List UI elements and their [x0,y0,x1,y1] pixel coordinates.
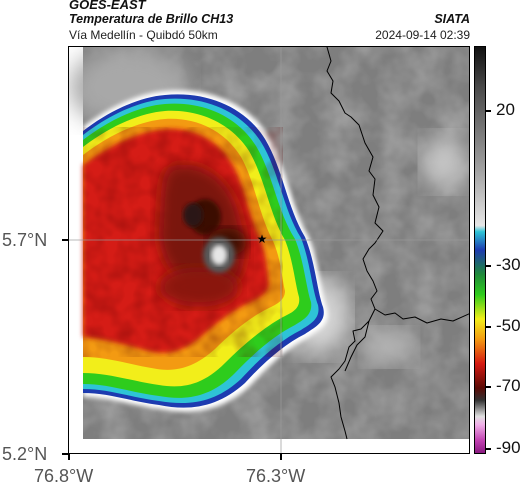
lat-tick-5-7 [62,239,68,241]
cbar-tick-minus70 [486,386,491,388]
cbar-tick-minus90 [486,448,491,450]
lon-tick-76-3 [280,454,282,460]
colorbar-label-minus30: -30 [496,255,521,274]
cbar-tick-minus50 [486,326,491,328]
colorbar-label-minus50: -50 [496,316,521,335]
cbar-tick-minus30 [486,265,491,267]
coldest-top-white [211,245,227,265]
lon-label-76-3: 76.3°W [246,466,306,486]
colorbar-gradient [475,47,485,453]
agency-label: SIATA [434,12,470,26]
boundary-line [374,308,469,324]
lat-label-5-7: 5.7°N [2,230,48,250]
colorbar-fill [475,47,485,453]
cloud-darkest-red [183,203,203,227]
product-title: Temperatura de Brillo CH13 [69,12,234,26]
light-cloud-patch [422,134,466,190]
timestamp-label: 2024-09-14 02:39 [375,28,470,42]
satellite-title: GOES-EAST [69,0,146,12]
map-plot-area[interactable]: ★ [68,46,470,454]
cbar-tick-20 [486,110,491,112]
boundary-line [326,47,384,440]
star-marker: ★ [257,232,268,246]
colorbar-label-minus70: -70 [496,376,521,395]
light-cloud-patch [363,329,415,365]
lon-label-76-8: 76.8°W [34,466,94,486]
colorbar-label-minus90: -90 [496,438,521,457]
lat-label-5-2: 5.2°N [2,444,48,464]
temperature-colorbar [474,46,486,454]
map-header: GOES-EAST Temperatura de Brillo CH13 Vía… [0,0,526,48]
cloud-dark-red [159,267,239,307]
lon-tick-76-8 [68,454,70,460]
lat-tick-5-2 [62,453,68,455]
route-subtitle: Vía Medellín - Quibdó 50km [69,28,218,42]
colorbar-label-20: 20 [496,100,515,119]
boundary-line [344,320,370,372]
brightness-temperature-map: ★ [69,47,469,453]
